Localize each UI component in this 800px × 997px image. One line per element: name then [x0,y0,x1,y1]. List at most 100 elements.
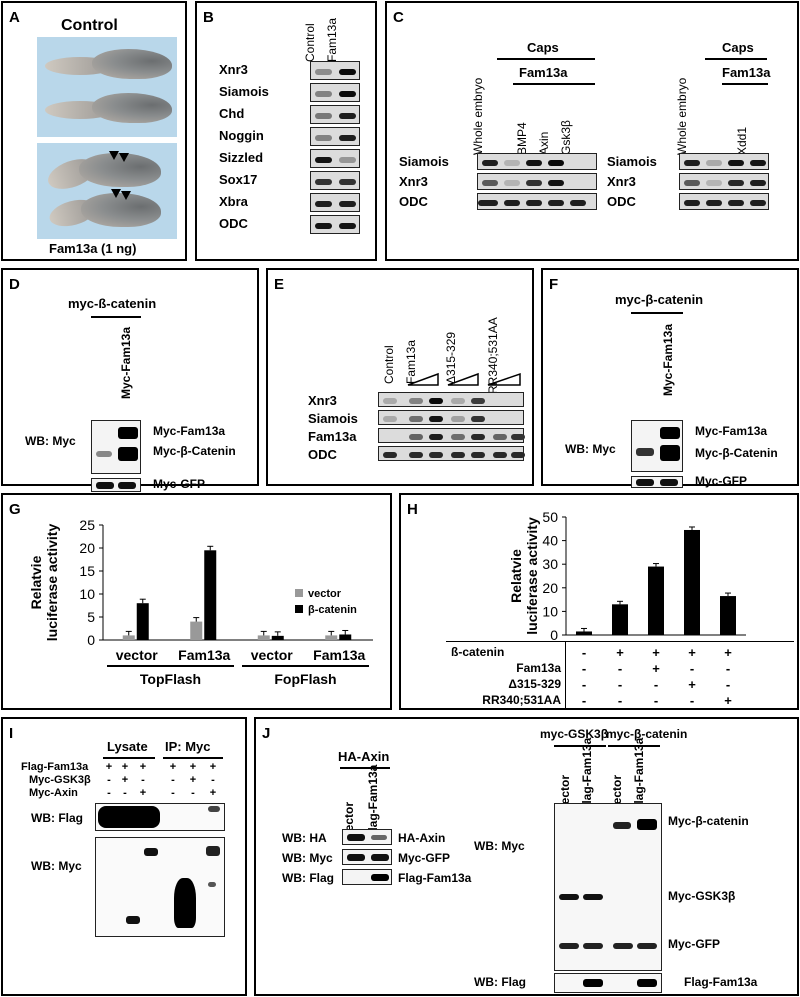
caps-label-right: Caps [722,40,754,55]
gel-band [383,398,397,404]
western-blot-myc-gfp [342,849,392,865]
table-cell: + [139,787,147,799]
gel-band [526,200,542,206]
table-cell: - [725,677,731,692]
y-axis-label-line2: luciferase activity [44,524,60,642]
panel-label: G [9,501,21,518]
group-line [631,312,683,314]
chart-h: 0 10 20 30 40 50 Relatvie luciferase activity [508,509,746,643]
y-tick-label: 25 [79,517,95,533]
gene-label: Siamois [607,154,657,169]
group-label-bcatenin: myc-β-catenin [606,727,688,741]
control-embryo-photo [37,37,177,137]
x-tick-label: vector [251,647,294,663]
panel-b: B Control Fam13a Xnr3 Siamois Chd Noggin Siz… [195,1,377,261]
gel-band [409,416,423,422]
right-wb-myc-label: WB: Myc [474,839,525,853]
gel-band [315,135,332,141]
lane-label-fam13a: Fam13a [325,17,339,62]
table-row-label: Myc-Axin [29,787,78,799]
fam13a-line-right [722,83,768,85]
gel-band [728,160,744,166]
panel-i: I Lysate IP: Myc WB: Flag WB: Myc Flag-F… [1,717,247,996]
table-divider [565,641,566,709]
gel-band [706,160,722,166]
gel-band [482,160,498,166]
table-cell: - [581,645,587,660]
gel-band [511,434,525,440]
gel-band [451,416,465,422]
gel-band [315,91,332,97]
table-cell: - [725,661,731,676]
y-tick-label: 20 [79,540,95,556]
caps-label: Caps [527,40,559,55]
panel-a: A Control Fam13a (1 ng) [1,1,187,261]
panel-j: J HA-Axin vector Flag-Fam13a WB: HA WB: … [254,717,799,996]
gel-band [706,180,722,186]
gel-band [728,180,744,186]
table-cell: + [652,661,660,676]
panel-d: D myc-ß-catenin Myc-Fam13a WB: Myc Myc-F… [1,268,259,492]
panel-label: E [274,276,285,293]
y-tick-label: 0 [87,632,95,648]
gel-band [339,69,356,75]
fam13a-label: Fam13a [519,65,568,80]
flag-wb-label: WB: Flag [474,975,526,989]
y-axis-label-line1: Relatvie [508,549,524,603]
gene-label: ODC [607,194,636,209]
table-cell: + [688,677,696,692]
western-blot-myc-right [554,803,662,971]
gene-label: Xbra [219,194,248,209]
gel-band [526,160,542,166]
gel-band [706,200,722,206]
ha-axin-line [340,767,390,769]
y-tick-label: 10 [79,586,95,602]
lane-label-xdd1: Xdd1 [735,126,749,155]
y-tick-label: 5 [87,609,95,625]
ha-axin-group-label: HA-Axin [338,749,390,764]
panel-label: C [393,9,404,26]
group-line-gsk3b [554,745,606,747]
table-cell: - [689,693,695,708]
table-cell: - [689,661,695,676]
wb-label: WB: Myc [565,442,616,456]
gel-strip [310,193,360,212]
ip-label: IP: Myc [165,739,211,754]
ip-line [163,757,223,759]
table-cell: + [724,645,732,660]
gel-band [482,180,498,186]
western-blot-flag [342,869,392,885]
dose-triangle [447,372,479,386]
gene-label: Xnr3 [399,174,428,189]
table-cell: + [121,761,129,773]
band-label-bcatenin: Myc-β-Catenin [153,444,236,458]
gel-strip [477,193,597,210]
table-cell: + [105,761,113,773]
band-label-ha-axin: HA-Axin [398,831,446,845]
band-label-bcatenin: Myc-β-Catenin [695,446,778,460]
lane-label-flag-fam13a: Flag-Fam13a [366,764,380,838]
y-axis-label-line2: luciferase activity [524,517,540,635]
gel-band [339,201,356,207]
band-label-myc-gfp: Myc-GFP [398,851,451,865]
table-cell: - [581,661,587,676]
legend-swatch [295,605,303,613]
lane-label-control: Control [303,23,317,62]
gel-band [383,416,397,422]
western-blot-ha [342,829,392,845]
gene-label: Siamois [219,84,269,99]
panel-label: I [9,725,14,742]
gel-band [504,200,520,206]
legend-label: β-catenin [308,604,357,616]
table-cell: + [724,693,732,708]
gel-strip [477,153,597,170]
table-cell: - [123,787,127,799]
bar [648,566,664,635]
gel-strip [378,392,524,407]
lane-label-flag-fam13a-2: Flag-Fam13a [632,737,646,811]
gel-band [339,179,356,185]
x-tick-label: Fam13a [178,647,230,663]
gel-strip [378,428,525,443]
bar [204,550,217,640]
gel-band [504,180,520,186]
